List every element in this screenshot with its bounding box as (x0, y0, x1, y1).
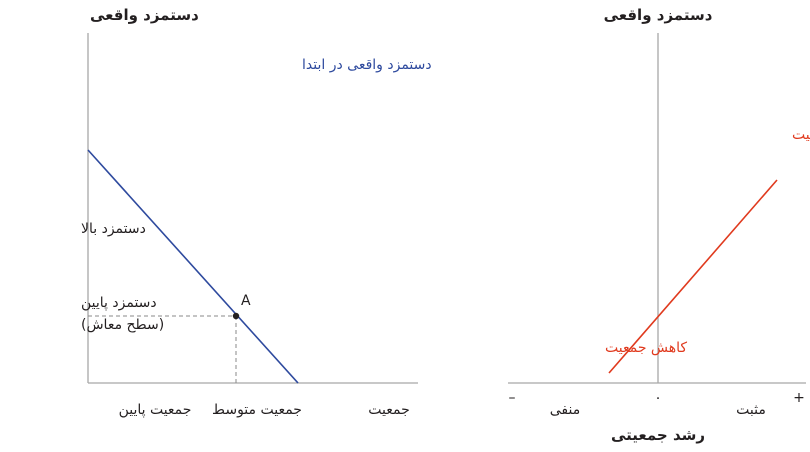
label-population-decrease: کاهش جمعیت (605, 340, 687, 356)
right-y-axis-title: دستمزد واقعی (604, 6, 713, 24)
y-label-subsistence: (سطح معاش) (81, 317, 164, 333)
right-x-axis-title: رشد جمعیتی (611, 426, 705, 444)
left-panel: دستمزد واقعی دستمزد واقعی در ابتدا A دست… (81, 6, 432, 418)
point-a-label: A (241, 293, 251, 309)
sign-plus: + (793, 390, 805, 406)
x-label-negative: منفی (550, 402, 580, 418)
population-growth-line (608, 179, 778, 374)
sign-minus: – (509, 390, 516, 406)
initial-wage-curve (87, 149, 299, 384)
x-label-population: جمعیت (368, 402, 409, 418)
left-y-axis-title: دستمزد واقعی (90, 6, 199, 24)
label-population-increase: افزایش جمعیت (792, 127, 810, 143)
x-label-zero: ۰ (654, 390, 662, 406)
x-label-low-population: جمعیت پایین (119, 402, 192, 418)
point-a-marker (232, 312, 240, 320)
right-panel: دستمزد واقعی افزایش جمعیت کاهش جمعیت – +… (508, 6, 810, 444)
x-label-medium-population: جمعیت متوسط (212, 402, 302, 418)
y-label-high-wage: دستمزد بالا (81, 221, 146, 237)
initial-wage-curve-label: دستمزد واقعی در ابتدا (302, 57, 432, 73)
y-label-low-wage: دستمزد پایین (81, 295, 157, 311)
x-label-positive: مثبت (736, 402, 766, 418)
